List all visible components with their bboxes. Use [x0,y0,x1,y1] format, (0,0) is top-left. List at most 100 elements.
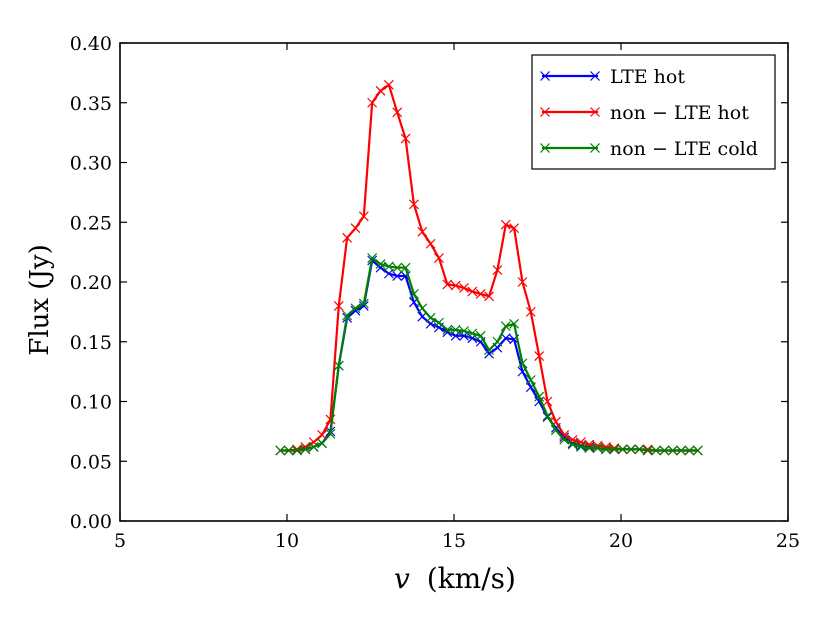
data-point [459,326,469,336]
x-tick-label: 10 [275,530,299,552]
data-point [676,445,687,456]
data-point [609,443,620,454]
data-point [417,303,428,314]
series-3 [275,253,703,456]
data-point [642,445,653,456]
data-point [459,283,469,293]
data-point [642,444,653,455]
data-point [383,261,394,272]
data-point [475,330,486,341]
data-point [417,226,428,237]
data-point [500,321,511,332]
data-point [509,318,520,329]
y-tick-label: 0.00 [70,511,112,533]
data-point [442,324,453,335]
data-point [342,310,353,321]
y-axis-label: Flux (Jy) [25,244,55,355]
data-point [659,445,670,456]
legend-marker [590,71,600,81]
data-point [442,279,453,290]
data-point [283,445,294,456]
data-point [383,268,394,279]
data-point [534,391,545,402]
data-point [667,445,678,456]
data-point [333,360,344,371]
legend-label: non − LTE cold [610,138,758,160]
y-tick-label: 0.20 [70,272,112,294]
data-point [559,434,570,445]
data-point [534,351,545,362]
data-point [525,375,536,385]
data-point [434,253,444,264]
data-point [609,444,620,455]
data-point [308,441,319,452]
data-point [692,445,703,456]
data-point [634,444,645,455]
y-tick-label: 0.35 [70,93,112,115]
data-point [517,277,528,287]
x-tick-label: 15 [442,530,466,552]
legend-marker [540,107,550,117]
data-point [617,444,628,455]
data-point [567,439,578,450]
y-tick-label: 0.05 [70,451,112,473]
data-point [342,232,353,243]
labels-layer: Flux (Jy) v (km/s) [25,244,516,595]
data-point [375,259,386,269]
data-point [317,430,327,440]
data-point [350,223,361,234]
legend-item: non − LTE cold [540,138,758,160]
data-point [350,303,361,314]
legend-marker [540,71,550,81]
data-point [292,445,302,456]
data-point [400,262,411,273]
data-point [417,311,428,322]
data-point [358,211,369,222]
data-point [525,306,536,317]
data-point [367,97,378,108]
data-point [484,345,494,356]
y-tick-label: 0.25 [70,212,112,234]
data-point [358,298,369,309]
data-point [450,280,461,291]
data-point [392,262,403,273]
legend-marker [540,143,550,153]
data-point [500,219,511,230]
data-point [392,271,403,281]
data-point [300,444,311,455]
data-point [434,317,444,328]
data-point [400,133,411,144]
y-tick-label: 0.10 [70,392,112,414]
data-point [592,443,603,454]
data-point [484,348,494,359]
data-point [601,444,611,455]
x-tick-label: 20 [609,530,633,552]
data-point [475,289,486,299]
data-point [367,253,378,264]
x-tick-label: 5 [114,530,126,552]
data-point [450,324,461,335]
x-axis-label-unit: (km/s) [427,562,516,595]
x-tick-label: 25 [776,530,800,552]
data-point [575,441,586,452]
data-point [425,238,436,249]
legend-label: LTE hot [610,66,685,88]
data-point [317,438,327,449]
data-point [325,428,336,439]
legend-marker [590,107,600,117]
data-point [509,223,520,234]
y-tick-label: 0.40 [70,33,112,55]
data-point [684,445,695,456]
series-layer [275,79,703,456]
x-axis-label: v (km/s) [394,562,516,595]
legend-label: non − LTE hot [610,102,749,124]
data-point [467,286,478,297]
y-tick-label: 0.15 [70,332,112,354]
data-point [517,358,528,369]
data-point [651,445,661,456]
legend-item: LTE hot [540,66,685,88]
data-point [333,300,344,311]
data-point [500,333,511,344]
data-point [383,79,394,90]
